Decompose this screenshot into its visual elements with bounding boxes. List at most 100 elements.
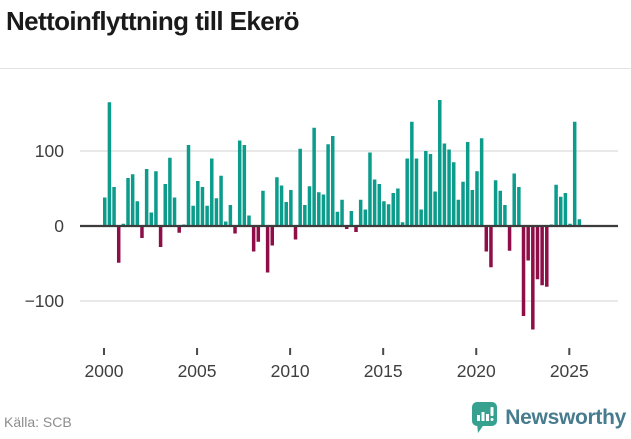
bar: [177, 226, 181, 233]
x-axis-label: 2005: [178, 361, 217, 381]
bar: [284, 202, 288, 226]
bar: [354, 226, 358, 232]
bar: [144, 169, 149, 226]
bar: [247, 215, 251, 226]
bar: [572, 121, 577, 226]
bar: [507, 226, 512, 251]
bar: [447, 149, 451, 226]
bar: [335, 211, 340, 226]
bar: [428, 154, 433, 226]
bar: [461, 181, 465, 226]
title-divider: [0, 68, 631, 69]
bar: [200, 187, 205, 226]
bar: [493, 180, 498, 226]
bar: [531, 226, 535, 330]
x-axis-label: 2020: [457, 361, 496, 381]
bar: [130, 174, 135, 226]
bar: [340, 199, 344, 226]
bar: [233, 226, 237, 234]
bar: [358, 199, 363, 226]
bar: [577, 219, 582, 226]
bar: [438, 100, 442, 226]
bar: [456, 199, 461, 226]
bar: [545, 226, 549, 287]
bar: [451, 162, 456, 226]
bar: [312, 127, 316, 226]
bar: [321, 194, 326, 226]
bar: [126, 178, 130, 226]
bar: [526, 226, 530, 261]
bar: [191, 205, 195, 226]
bar: [317, 192, 321, 226]
bar: [112, 187, 116, 226]
x-axis-label: 2000: [85, 361, 124, 381]
bar: [256, 226, 261, 242]
bar: [489, 226, 493, 268]
bar: [442, 143, 447, 226]
bar: [149, 212, 154, 226]
bar: [210, 158, 214, 226]
bar: [279, 185, 284, 226]
bar: [470, 190, 475, 226]
bar: [196, 181, 200, 226]
bar: [293, 226, 298, 240]
bar: [140, 226, 144, 238]
bar: [568, 223, 572, 226]
bar: [303, 205, 307, 226]
chart-title: Nettoinflyttning till Ekerö: [6, 6, 300, 36]
bar: [205, 205, 209, 226]
bar: [484, 226, 489, 252]
bar: [535, 226, 540, 280]
bar: [372, 179, 377, 226]
bar: [251, 226, 256, 252]
bar: [168, 157, 172, 226]
source-label: Källa: SCB: [4, 414, 72, 430]
bar: [172, 197, 177, 226]
bar: [135, 201, 140, 226]
bar: [344, 226, 349, 229]
bar: [540, 226, 544, 286]
bar: [414, 158, 419, 226]
bar: [479, 138, 484, 226]
bar: [331, 136, 335, 226]
y-axis-label: −100: [25, 291, 65, 311]
bar: [223, 221, 228, 226]
bar: [554, 184, 558, 226]
bar: [396, 188, 400, 226]
x-axis-label: 2010: [271, 361, 310, 381]
newsworthy-wordmark: Newsworthy: [505, 405, 626, 429]
bar: [475, 171, 479, 226]
bar: [289, 190, 293, 226]
newsworthy-icon: [472, 402, 498, 433]
bar: [433, 191, 437, 226]
bar: [400, 222, 405, 226]
y-axis-label: 0: [54, 216, 64, 236]
bar: [386, 204, 391, 226]
bar: [382, 201, 386, 226]
bar: [307, 186, 312, 226]
bar: [103, 197, 107, 226]
bar: [242, 145, 247, 226]
bar: [237, 140, 242, 226]
bar: [163, 184, 167, 226]
bar: [158, 226, 163, 247]
bar: [424, 151, 428, 226]
bar: [368, 152, 372, 226]
bar: [326, 144, 330, 226]
bar: [186, 145, 191, 226]
bar: [558, 196, 563, 226]
bar: [563, 193, 568, 226]
bar: [275, 177, 279, 226]
bar: [405, 158, 409, 226]
bar: [377, 184, 382, 226]
bar: [214, 198, 219, 226]
bar: [465, 142, 470, 226]
bar: [265, 226, 270, 273]
y-axis-label: 100: [35, 141, 64, 161]
bar: [107, 102, 112, 226]
bar: [154, 171, 158, 226]
newsworthy-logo: Newsworthy: [471, 401, 626, 434]
bar: [298, 148, 302, 226]
